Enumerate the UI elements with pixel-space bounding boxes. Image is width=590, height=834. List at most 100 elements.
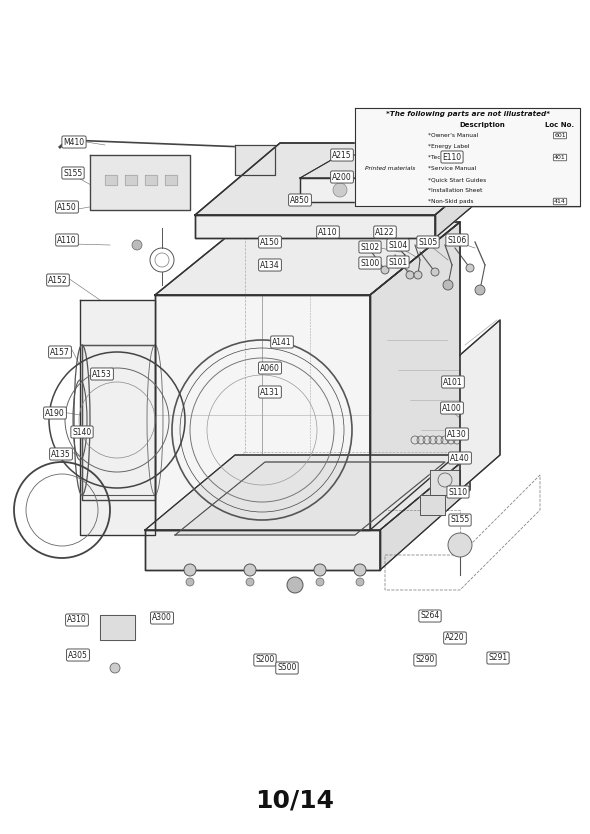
Text: S155: S155 — [450, 515, 470, 525]
Text: A140: A140 — [450, 454, 470, 463]
Text: A153: A153 — [92, 369, 112, 379]
Text: A110: A110 — [57, 235, 77, 244]
Text: S104: S104 — [388, 240, 408, 249]
Circle shape — [381, 266, 389, 274]
Text: *Non-Skid pads: *Non-Skid pads — [428, 199, 474, 204]
Text: 401: 401 — [554, 155, 566, 160]
Text: A150: A150 — [260, 238, 280, 247]
Circle shape — [186, 578, 194, 586]
Text: S106: S106 — [447, 235, 467, 244]
Polygon shape — [100, 615, 135, 640]
Polygon shape — [82, 345, 155, 500]
Text: A215: A215 — [332, 150, 352, 159]
Circle shape — [466, 264, 474, 272]
Circle shape — [132, 240, 142, 250]
Circle shape — [406, 271, 414, 279]
Polygon shape — [460, 320, 500, 490]
Text: 601: 601 — [554, 133, 566, 138]
Text: A157: A157 — [50, 348, 70, 356]
Circle shape — [475, 285, 485, 295]
Text: A122: A122 — [375, 228, 395, 237]
Text: A141: A141 — [272, 338, 292, 346]
Text: S264: S264 — [420, 611, 440, 620]
Polygon shape — [155, 222, 460, 295]
Circle shape — [383, 183, 397, 197]
Text: S500: S500 — [277, 664, 297, 672]
Text: *Energy Label: *Energy Label — [428, 144, 470, 149]
Text: *The following parts are not illustrated*: *The following parts are not illustrated… — [385, 110, 549, 117]
Circle shape — [356, 578, 364, 586]
Polygon shape — [355, 108, 580, 206]
Polygon shape — [430, 148, 490, 162]
Text: A220: A220 — [445, 634, 465, 642]
Text: *Service Manual: *Service Manual — [428, 166, 476, 171]
Circle shape — [354, 564, 366, 576]
Text: A100: A100 — [442, 404, 462, 413]
Polygon shape — [300, 178, 490, 202]
Polygon shape — [80, 300, 155, 535]
Text: A134: A134 — [260, 260, 280, 269]
Polygon shape — [430, 470, 460, 495]
Text: S155: S155 — [63, 168, 83, 178]
Text: A150: A150 — [57, 203, 77, 212]
Polygon shape — [145, 455, 470, 530]
Polygon shape — [435, 143, 520, 238]
Text: A060: A060 — [260, 364, 280, 373]
Text: A152: A152 — [48, 275, 68, 284]
Circle shape — [316, 578, 324, 586]
Text: 10/14: 10/14 — [255, 788, 335, 812]
Text: S290: S290 — [415, 656, 435, 665]
Text: 414: 414 — [554, 199, 566, 204]
Circle shape — [314, 564, 326, 576]
Circle shape — [433, 183, 447, 197]
Circle shape — [184, 564, 196, 576]
Text: M410: M410 — [64, 138, 84, 147]
Text: S110: S110 — [448, 488, 467, 496]
Circle shape — [448, 533, 472, 557]
Text: E110: E110 — [442, 153, 461, 162]
Polygon shape — [195, 215, 435, 238]
Text: *Quick Start Guides: *Quick Start Guides — [428, 177, 486, 182]
Polygon shape — [90, 155, 190, 210]
Polygon shape — [155, 295, 370, 530]
Text: A200: A200 — [332, 173, 352, 182]
Polygon shape — [145, 530, 380, 570]
Circle shape — [244, 564, 256, 576]
Text: S200: S200 — [255, 656, 274, 665]
Polygon shape — [175, 462, 445, 535]
Text: S140: S140 — [73, 428, 91, 436]
Text: Loc No.: Loc No. — [545, 122, 575, 128]
Text: Printed materials: Printed materials — [365, 166, 415, 171]
Polygon shape — [300, 155, 530, 178]
Text: A101: A101 — [443, 378, 463, 386]
Polygon shape — [125, 175, 137, 185]
Text: A130: A130 — [447, 430, 467, 439]
Text: *Owner's Manual: *Owner's Manual — [428, 133, 478, 138]
Polygon shape — [235, 145, 275, 175]
Text: A135: A135 — [51, 450, 71, 459]
Text: A305: A305 — [68, 651, 88, 660]
Circle shape — [414, 271, 422, 279]
Polygon shape — [420, 495, 445, 515]
Circle shape — [110, 663, 120, 673]
Polygon shape — [145, 175, 157, 185]
Text: *Installation Sheet: *Installation Sheet — [428, 188, 483, 193]
Polygon shape — [370, 222, 460, 530]
Circle shape — [443, 280, 453, 290]
Text: A131: A131 — [260, 388, 280, 396]
Text: Description: Description — [460, 122, 506, 128]
Circle shape — [408, 183, 422, 197]
Circle shape — [431, 268, 439, 276]
Polygon shape — [105, 175, 117, 185]
Circle shape — [358, 183, 372, 197]
Circle shape — [458, 183, 472, 197]
Circle shape — [246, 578, 254, 586]
Text: A110: A110 — [318, 228, 338, 237]
Circle shape — [333, 183, 347, 197]
Polygon shape — [380, 455, 470, 570]
Text: A850: A850 — [290, 195, 310, 204]
Text: A190: A190 — [45, 409, 65, 418]
Text: S105: S105 — [418, 238, 438, 247]
Circle shape — [287, 577, 303, 593]
Polygon shape — [195, 143, 520, 215]
